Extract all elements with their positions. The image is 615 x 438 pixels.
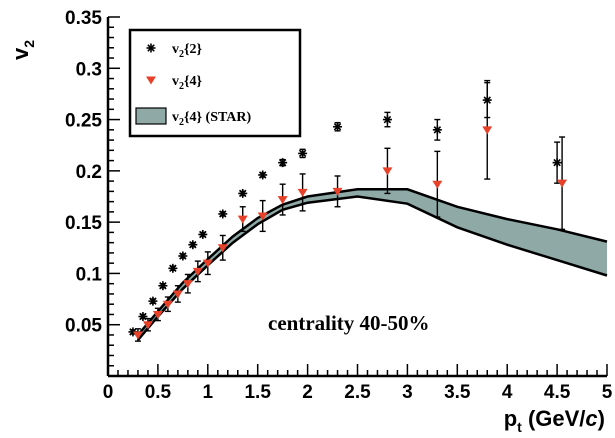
v2-4-point [557, 179, 568, 188]
v2-2-point [552, 158, 562, 168]
v2-4-point [277, 196, 288, 205]
v2-4-point [332, 187, 343, 196]
asterisk-stroke [139, 312, 147, 321]
legend: v2{2} v2{4} v2{4} (STAR) [128, 28, 302, 138]
asterisk-stroke [553, 158, 561, 167]
legend-asterisk-glyph [146, 43, 156, 53]
v2-2-point [188, 240, 198, 250]
v2-2-point [168, 263, 178, 273]
v2-4-point [142, 321, 153, 330]
asterisk-stroke [258, 171, 267, 179]
axes [106, 16, 608, 378]
markers [128, 95, 568, 340]
v2-2-point [482, 95, 492, 105]
v2-2-point [258, 170, 268, 180]
v2-4-point [162, 300, 173, 309]
v2-4-point [202, 259, 213, 268]
v2-4-point [432, 180, 443, 189]
v2-2-point [158, 281, 168, 291]
y-axis-title: v2 [8, 40, 37, 60]
x-axis-title-sub: t [517, 419, 522, 435]
y-axis-title-main: v [8, 47, 33, 60]
x-tick-label: 5 [602, 382, 613, 403]
x-tick-label: 0 [103, 382, 114, 403]
asterisk-stroke [199, 230, 207, 239]
v2-2-point [432, 125, 442, 135]
x-tick-label: 2.5 [344, 382, 371, 403]
v2-2-point [382, 115, 392, 125]
y-tick-label: 0.1 [76, 264, 103, 285]
v2-2-point [138, 312, 148, 322]
asterisk-stroke [179, 252, 187, 260]
v2-2-point [298, 148, 308, 158]
v2-4-point [482, 126, 493, 135]
v2-4-point [182, 280, 193, 289]
legend-label-star: v2{4} (STAR) [172, 110, 252, 128]
v2-4-point [382, 167, 393, 176]
star-band [137, 189, 607, 341]
x-axis-title: pt (GeV/c) [504, 406, 605, 435]
v2-2-point [278, 158, 288, 168]
legend-band-swatch [135, 107, 167, 125]
x-tick-label: 1 [203, 382, 214, 403]
asterisk-stroke [238, 189, 247, 198]
centrality-annotation: centrality 40-50% [268, 311, 430, 335]
v2-2-point [148, 296, 158, 306]
asterisk-stroke [169, 264, 177, 273]
legend-triangle-glyph [146, 76, 156, 85]
y-axis-title-sub: 2 [21, 40, 37, 48]
tick-labels: 0 0.5 1 1.5 2 2.5 3 3.5 4 4.5 5 0.05 0.1 0.15 0.2 0.25 0… [65, 8, 613, 403]
x-tick-label: 3.5 [444, 382, 471, 403]
asterisk-stroke [219, 210, 227, 218]
y-tick-label: 0.25 [65, 111, 102, 132]
asterisk-stroke [333, 123, 342, 131]
legend-label-v2-4: v2{4} [172, 74, 203, 92]
v2-4-point [172, 290, 183, 299]
asterisk-stroke [159, 281, 167, 290]
star-band-upper-edge [136, 188, 608, 336]
y-tick-label: 0.2 [76, 162, 102, 183]
asterisk-stroke [149, 297, 157, 305]
asterisk-stroke [383, 115, 392, 124]
x-tick-label: 3 [402, 382, 413, 403]
x-tick-label: 2 [302, 382, 313, 403]
v2-2-point [333, 122, 343, 132]
y-tick-label: 0.3 [76, 59, 102, 80]
y-tick-label: 0.05 [65, 316, 102, 337]
asterisk-stroke [189, 240, 197, 249]
x-axis-title-unit-close: ) [598, 406, 605, 431]
x-tick-label: 0.5 [145, 382, 172, 403]
v2-4-point [132, 331, 143, 340]
y-tick-label: 0.35 [65, 8, 102, 29]
asterisk-stroke [278, 158, 287, 167]
y-tick-label: 0.15 [65, 213, 102, 234]
v2-2-point [238, 188, 248, 198]
v2-4-point [257, 212, 268, 221]
legend-asterisk-marker [146, 43, 156, 53]
x-tick-label: 4 [502, 382, 513, 403]
v2-2-point [218, 209, 228, 219]
asterisk-stroke [298, 149, 307, 158]
asterisk-stroke [129, 328, 137, 336]
asterisk-stroke [433, 126, 442, 134]
legend-triangle-marker [146, 76, 156, 85]
v2-4-point [237, 215, 248, 224]
x-axis-title-unit-italic: c [585, 406, 597, 431]
x-axis-title-main: p [504, 406, 517, 431]
x-axis-title-unit-open: (GeV/ [522, 406, 586, 431]
asterisk-stroke [483, 96, 491, 104]
legend-label-v2-2: v2{2} [172, 42, 203, 60]
x-tick-label: 4.5 [544, 382, 571, 403]
asterisk-stroke [147, 44, 155, 52]
v2-4-point [152, 310, 163, 319]
v2-4-point [217, 244, 228, 253]
v2-4-point [192, 267, 203, 276]
v2-2-point [198, 229, 208, 239]
x-tick-label: 1.5 [244, 382, 271, 403]
v2-4-point [297, 188, 308, 197]
v2-2-point [178, 251, 188, 261]
